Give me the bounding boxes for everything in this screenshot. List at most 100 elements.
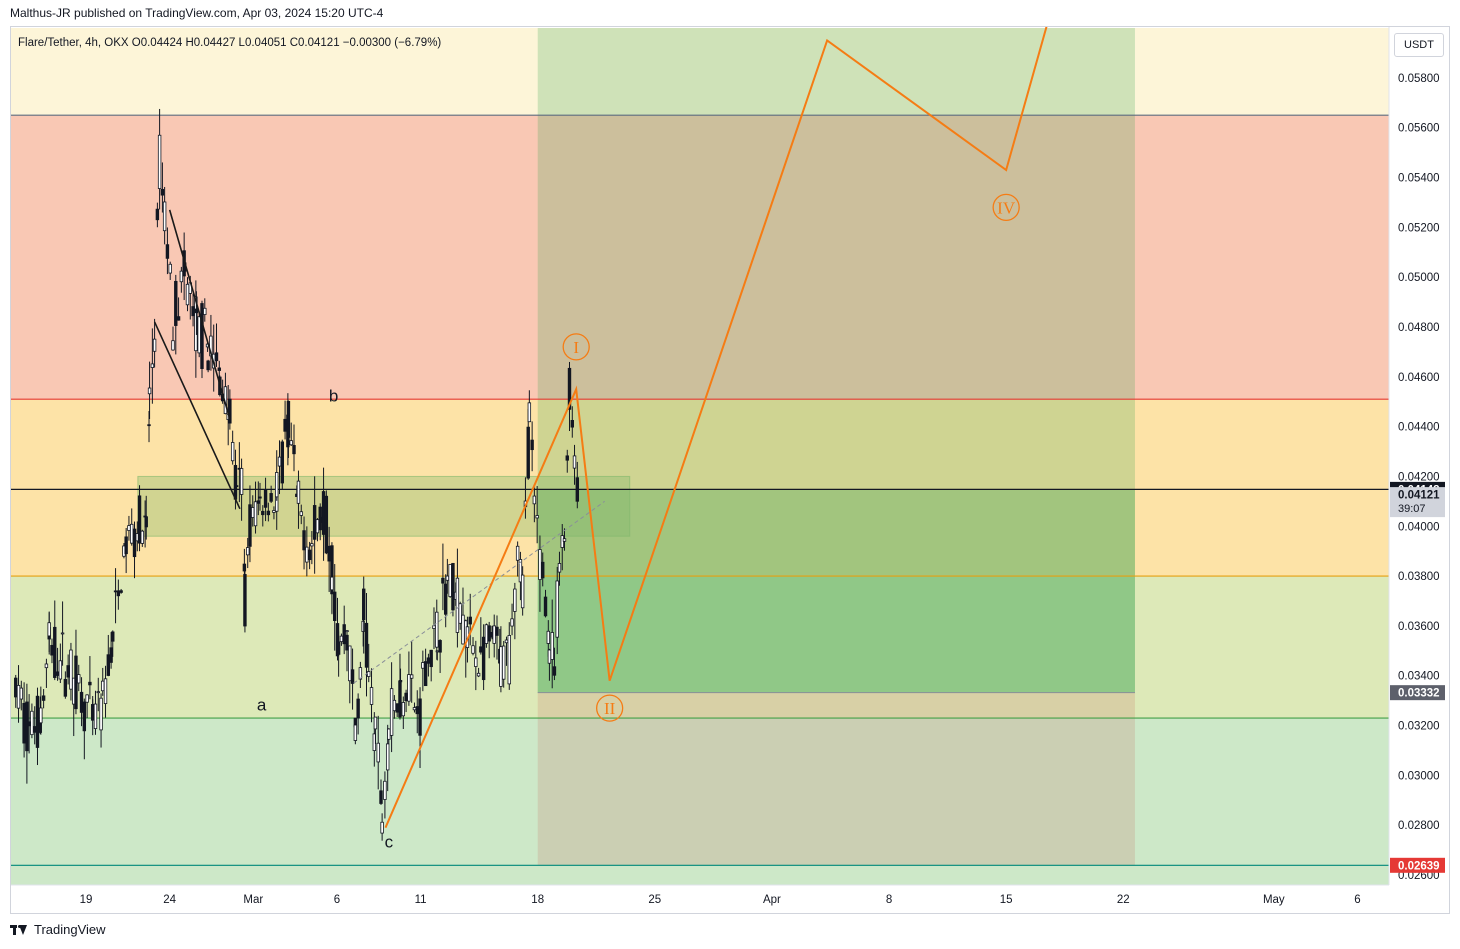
candle-body	[194, 308, 199, 314]
candle-body	[106, 654, 111, 676]
candle-body	[367, 671, 371, 677]
candle-body	[461, 614, 465, 645]
candle-body	[275, 472, 279, 498]
candle-body	[380, 821, 384, 834]
price-tick: 0.05600	[1398, 123, 1440, 135]
price-tick: 0.03600	[1398, 621, 1440, 633]
candle-body	[55, 671, 60, 676]
dashed-trendline	[353, 500, 605, 684]
candle-body	[266, 510, 271, 516]
time-tick: Apr	[763, 894, 781, 906]
candle-body	[296, 480, 301, 504]
candle-body	[30, 710, 34, 736]
time-tick: 25	[648, 894, 661, 906]
candle-body	[510, 618, 514, 627]
candle-body	[492, 625, 496, 644]
candle-body	[14, 677, 18, 698]
candle-body	[518, 559, 523, 583]
candle-body	[214, 352, 219, 362]
price-badge	[1390, 857, 1445, 873]
candle-body	[389, 688, 394, 736]
candle-body	[520, 574, 525, 609]
currency-button[interactable]: USDT	[1394, 33, 1444, 57]
publisher-caption: Malthus-JR published on TradingView.com,…	[10, 6, 384, 20]
candle-body	[421, 662, 425, 669]
candle-body	[32, 726, 37, 733]
price-axis: 0.05800 0.05600 0.05400 0.05200 0.05000 0.048…	[1390, 73, 1445, 882]
candle-body	[206, 360, 210, 371]
candle-body	[99, 697, 103, 731]
candle-body	[116, 590, 121, 597]
chart-frame[interactable]	[10, 26, 1450, 914]
candle-body	[263, 489, 268, 508]
candle-body	[272, 510, 276, 513]
candle-body	[407, 674, 411, 702]
candle-body	[174, 280, 178, 326]
candle-body	[479, 646, 483, 653]
price-tick: 0.02600	[1398, 870, 1440, 882]
elliott-wave-path	[384, 27, 1048, 829]
abc-wave-label: b	[329, 387, 338, 406]
candle-body	[93, 703, 98, 729]
candle-body	[58, 660, 63, 680]
candle-body	[191, 306, 195, 317]
candle-body	[39, 707, 43, 724]
candle-body	[333, 591, 337, 622]
candle-body	[567, 367, 572, 410]
candle-body	[286, 400, 291, 438]
candle-body	[307, 549, 312, 561]
candle-body	[63, 678, 68, 697]
price-tick: 0.04600	[1398, 372, 1440, 384]
candle-body	[458, 603, 462, 624]
zone-band	[11, 576, 1389, 719]
candle-body	[532, 495, 537, 505]
candle-body	[85, 694, 89, 703]
candle-body	[147, 387, 152, 395]
zone-band	[11, 718, 1389, 885]
candle-body	[171, 340, 175, 351]
candle-body	[429, 649, 433, 668]
candle-body	[22, 702, 26, 744]
candle-body	[228, 398, 232, 424]
candle-body	[248, 504, 252, 547]
candle-body	[547, 649, 552, 664]
candle-body	[546, 630, 551, 644]
candle-body	[103, 678, 108, 705]
candle-body	[261, 510, 265, 516]
candle-body	[336, 641, 341, 655]
support-box	[137, 475, 631, 537]
price-tick: 0.02800	[1398, 820, 1440, 832]
candle-body	[418, 698, 422, 736]
candle-body	[310, 543, 314, 547]
candle-body	[44, 663, 49, 669]
candle-body	[555, 580, 559, 638]
candle-body	[441, 577, 445, 584]
time-tick: May	[1263, 894, 1285, 906]
candle-body	[515, 545, 520, 561]
candle-body	[474, 657, 478, 667]
time-tick: 22	[1117, 894, 1130, 906]
candle-body	[16, 685, 21, 709]
candle-body	[302, 530, 306, 551]
candle-body	[401, 702, 406, 717]
candle-body	[471, 645, 475, 654]
candle-body	[256, 500, 261, 504]
candle-body	[155, 208, 160, 221]
wave-label-circle	[562, 333, 590, 361]
candle-body	[435, 611, 439, 648]
candle-body	[318, 506, 322, 531]
candle-body	[330, 576, 334, 591]
time-tick: 24	[163, 894, 176, 906]
tradingview-logo[interactable]: TradingView	[10, 922, 106, 937]
candle-body	[535, 515, 539, 519]
position-filled-zone	[537, 489, 1135, 693]
price-tick: 0.03400	[1398, 671, 1440, 683]
candle-body	[342, 624, 346, 645]
candle-body	[321, 491, 326, 535]
price-tick: 0.03200	[1398, 721, 1440, 733]
candle-body	[176, 316, 181, 321]
candle-body	[79, 691, 84, 713]
candle-body	[305, 546, 309, 563]
